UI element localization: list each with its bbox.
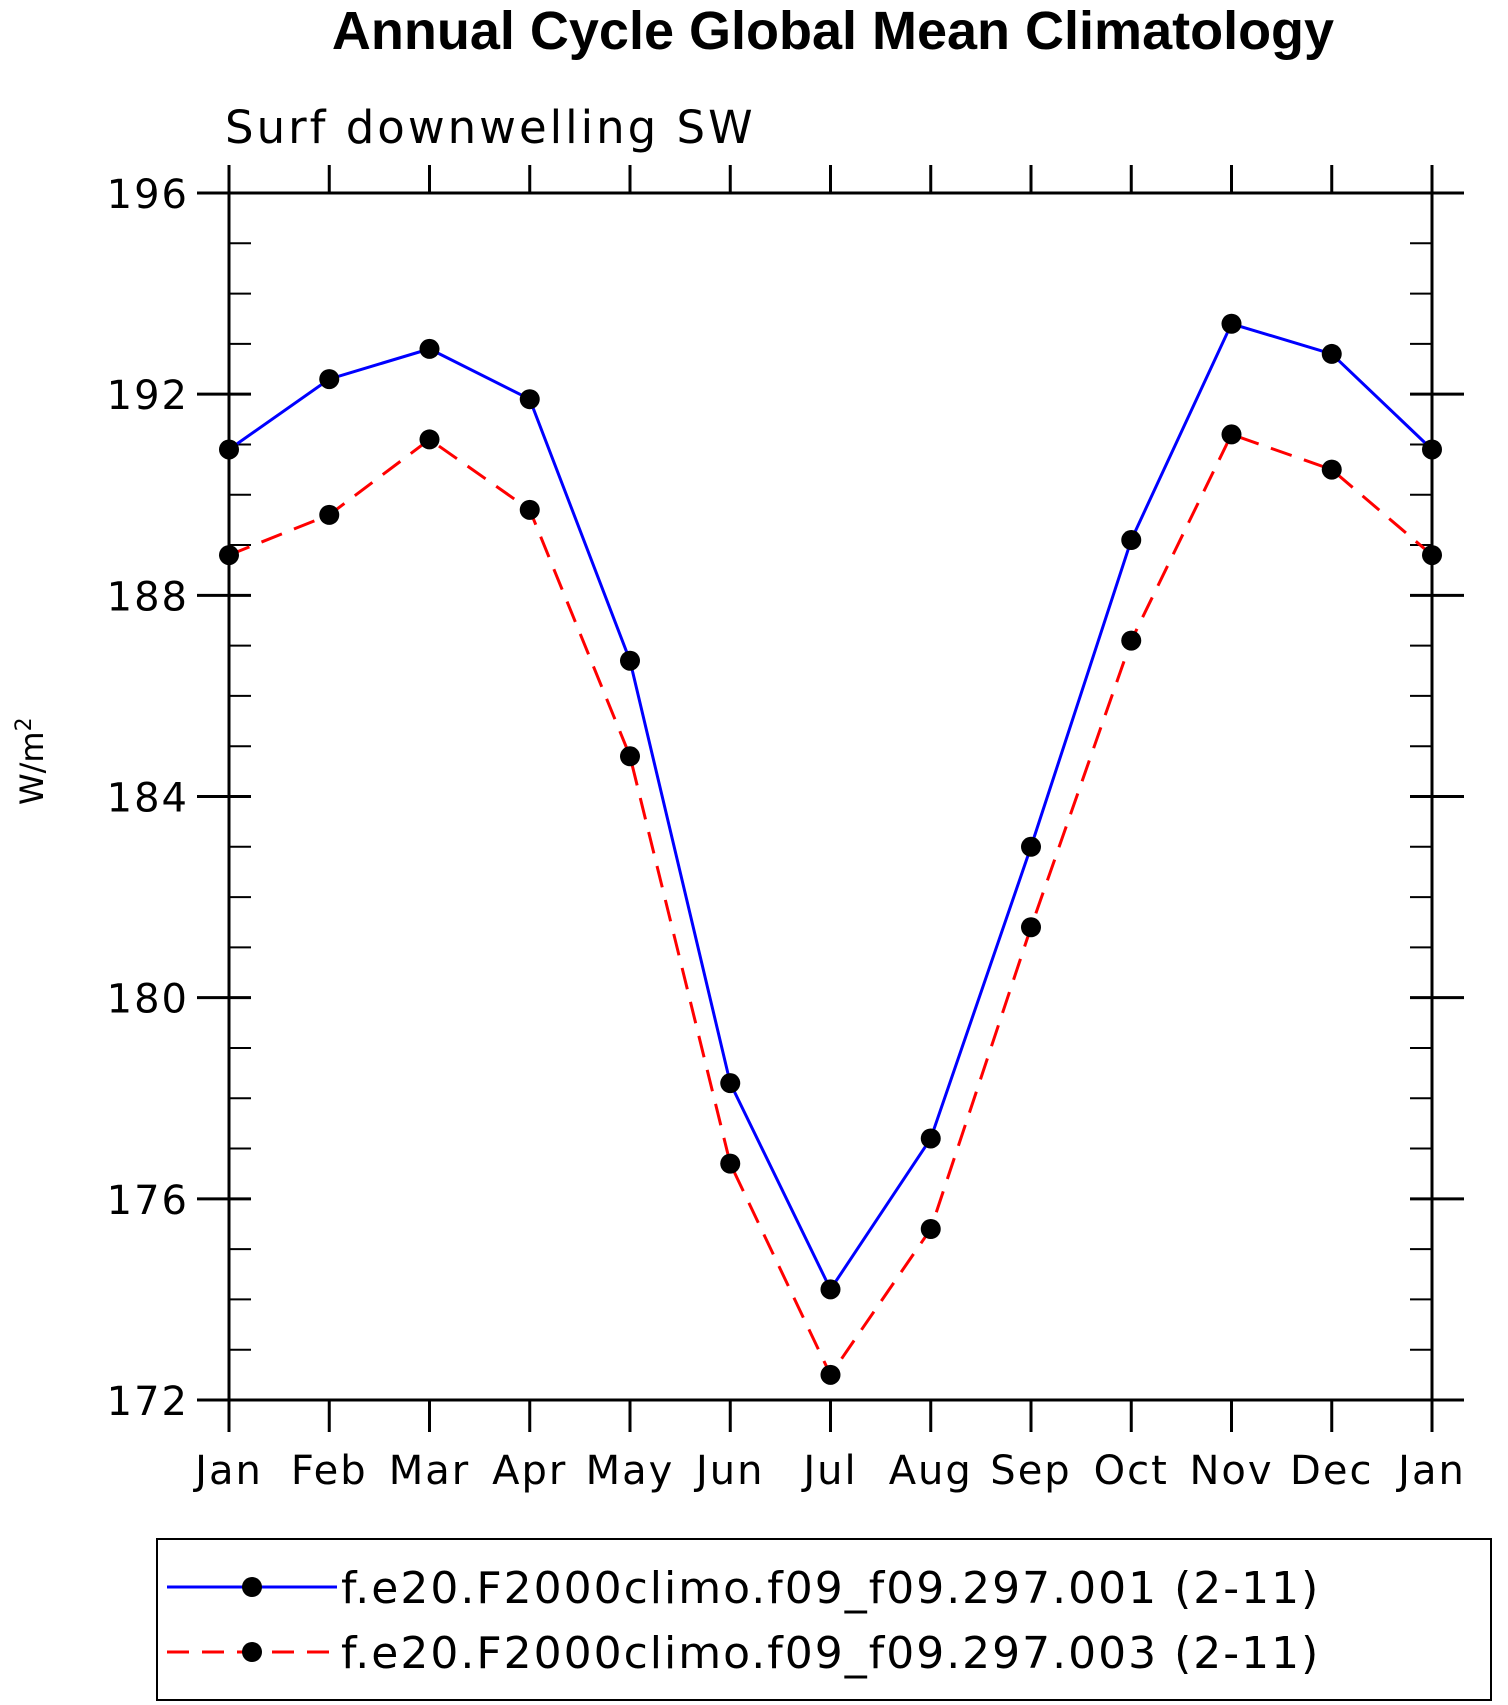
data-point <box>319 369 340 390</box>
legend: f.e20.F2000climo.f09_f09.297.001 (2-11) f… <box>156 1538 1492 1701</box>
data-point <box>1021 917 1041 938</box>
data-point <box>219 545 239 566</box>
data-point <box>1221 424 1242 445</box>
data-point <box>1121 530 1142 551</box>
data-point <box>1321 459 1342 480</box>
legend-marker <box>242 1577 262 1597</box>
x-tick-label: Nov <box>1189 1448 1273 1494</box>
x-tick-label: Dec <box>1290 1448 1373 1494</box>
y-tick-label: 196 <box>107 172 189 218</box>
data-point <box>820 1364 841 1385</box>
data-point <box>1221 313 1242 334</box>
legend-label-2: f.e20.F2000climo.f09_f09.297.003 (2-11) <box>341 1628 1320 1679</box>
chart-title: Annual Cycle Global Mean Climatology <box>332 1 1334 61</box>
series-line-2 <box>228 432 1433 1378</box>
data-point <box>620 746 640 767</box>
data-point <box>419 429 440 450</box>
y-tick-label: 188 <box>107 574 189 620</box>
legend-marker <box>242 1642 262 1662</box>
axis-ticks: Jan Feb Mar Apr May Jun Jul Aug Sep Oct Nov Dec Jan1… <box>107 165 1466 1494</box>
series-line-1 <box>228 321 1434 1293</box>
data-point <box>920 1128 941 1149</box>
y-tick-label: 180 <box>107 977 189 1023</box>
data-point <box>519 389 540 410</box>
y-axis-label: W/m2 <box>12 717 51 805</box>
y-tick-label: 192 <box>107 373 189 419</box>
x-tick-label: Jul <box>800 1448 857 1494</box>
data-point <box>1121 630 1142 651</box>
x-tick-label: Apr <box>492 1448 567 1494</box>
data-point <box>620 650 640 671</box>
chart-subtitle: Surf downwelling SW <box>225 101 756 154</box>
series-group <box>219 313 1442 1385</box>
x-tick-label: Feb <box>291 1448 368 1494</box>
data-point <box>1422 439 1442 460</box>
data-point <box>720 1073 741 1094</box>
data-point <box>1021 836 1041 857</box>
data-point <box>219 439 239 460</box>
data-point <box>1321 343 1342 364</box>
data-point <box>319 504 340 525</box>
data-point <box>920 1219 941 1240</box>
data-point <box>519 499 540 520</box>
y-tick-label: 176 <box>107 1178 189 1224</box>
x-tick-label: Oct <box>1094 1448 1169 1494</box>
data-point <box>419 338 440 359</box>
x-tick-label: Mar <box>389 1448 470 1494</box>
x-tick-label: Aug <box>889 1448 973 1494</box>
x-tick-label: Sep <box>990 1448 1071 1494</box>
plot-frame <box>227 191 1434 1402</box>
legend-box <box>156 1538 1492 1701</box>
y-tick-label: 172 <box>107 1379 189 1425</box>
x-tick-label: Jan <box>192 1448 263 1494</box>
data-point <box>720 1153 741 1174</box>
y-tick-label: 184 <box>107 776 189 822</box>
data-point <box>820 1279 841 1300</box>
x-tick-label: Jan <box>1395 1448 1466 1494</box>
x-tick-label: Jun <box>693 1448 765 1494</box>
legend-label-1: f.e20.F2000climo.f09_f09.297.001 (2-11) <box>341 1563 1320 1614</box>
data-point <box>1422 545 1442 566</box>
x-tick-label: May <box>586 1448 675 1494</box>
